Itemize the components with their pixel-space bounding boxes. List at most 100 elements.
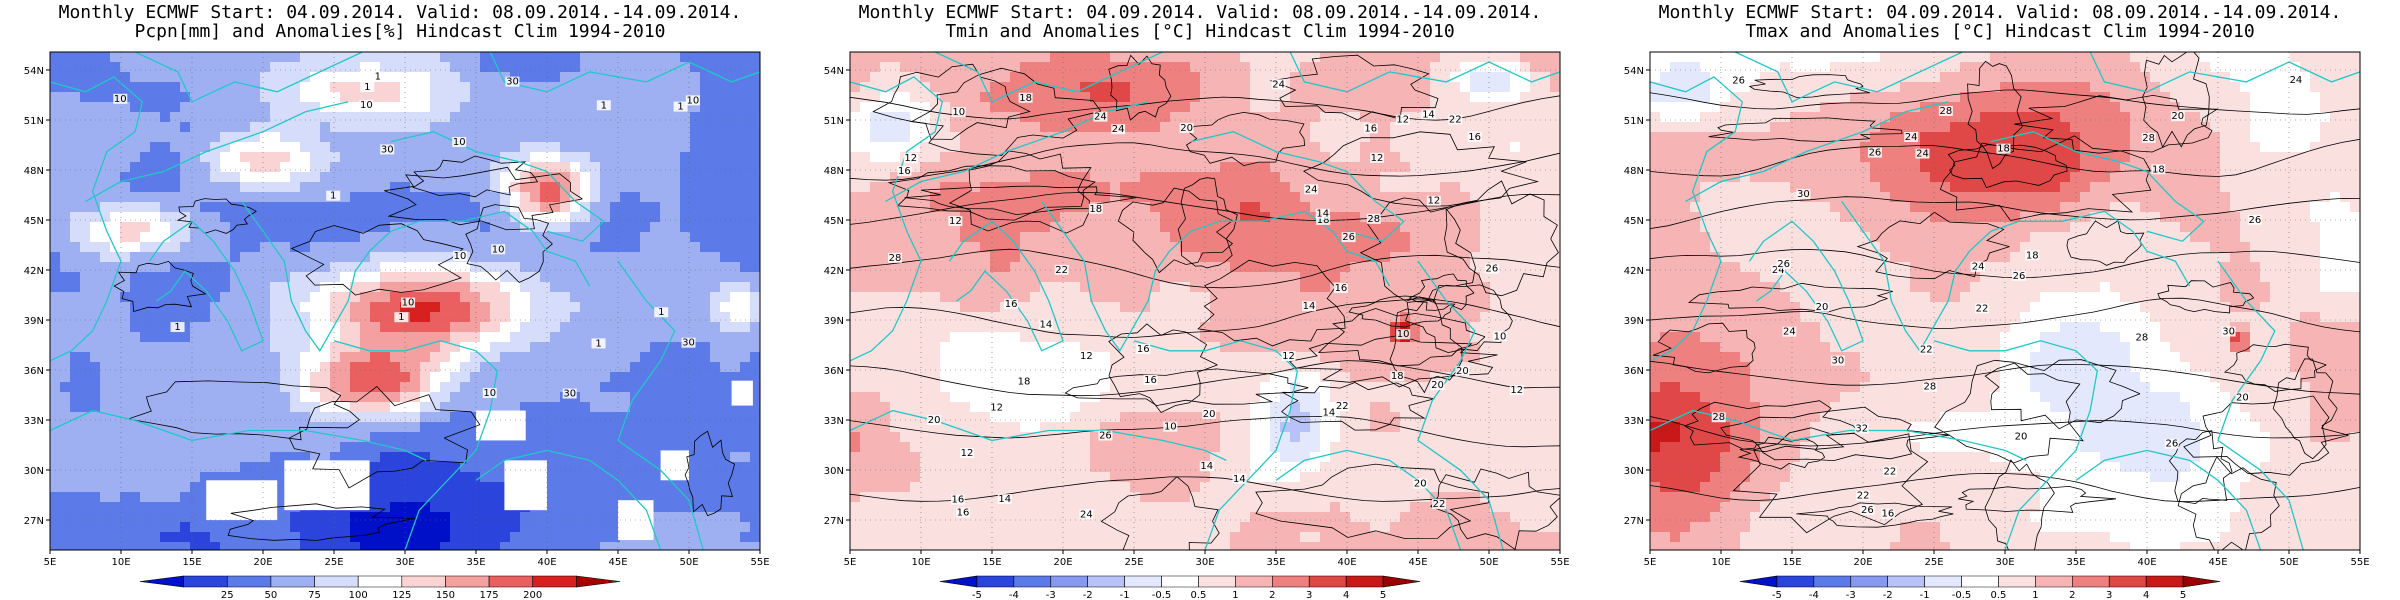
contour-label-bg: [1396, 329, 1411, 340]
colorbar-tick-label: -2: [1883, 590, 1893, 600]
lon-tick-label: 25E: [1924, 557, 1943, 568]
lon-tick-label: 45E: [1408, 557, 1427, 568]
lat-tick-label: 36N: [824, 366, 844, 377]
contour-label: 28: [1924, 382, 1937, 393]
contour-label-bg: [170, 322, 185, 333]
tmax-map: 2018182224262022202422242628262426283026…: [1624, 51, 2370, 600]
lon-tick-label: 20E: [253, 557, 272, 568]
contour-label: 22: [1449, 114, 1462, 125]
colorbar-tick-label: 3: [1306, 590, 1312, 600]
contour-line: [948, 150, 1092, 234]
lat-tick-label: 42N: [824, 266, 844, 277]
lat-tick-label: 27N: [24, 516, 44, 527]
lon-tick-label: 15E: [1782, 557, 1801, 568]
contour-label-bg: [1179, 122, 1194, 133]
contour-line: [1100, 476, 1220, 550]
contour-label-bg: [1016, 376, 1031, 387]
contour-line: [1688, 282, 1893, 313]
colorbar-swatch: [270, 575, 315, 588]
contour-label: 18: [2152, 164, 2165, 175]
contour-label-bg: [1814, 301, 1829, 312]
contour-label: 18: [1019, 93, 1032, 104]
coastline: [1990, 131, 2205, 242]
contour-line: [1108, 54, 1172, 121]
contour-label-bg: [951, 107, 966, 118]
contour-label-bg: [1996, 143, 2011, 154]
contour-line: [1444, 180, 1559, 297]
colorbar-tick-label: 75: [308, 590, 321, 600]
lat-tick-label: 27N: [824, 516, 844, 527]
contour-label: 10: [454, 251, 467, 262]
contour-line: [2066, 220, 2145, 266]
contour-label-bg: [453, 250, 468, 261]
coastline: [85, 101, 349, 202]
contour-label: 14: [1303, 301, 1316, 312]
colorbar-swatch: [1198, 575, 1236, 588]
colorbar-tick-label: -1: [1920, 590, 1930, 600]
contour-label: 26: [1099, 431, 1112, 442]
contour-label: 22: [1920, 344, 1933, 355]
contour-line: [850, 416, 1560, 448]
coastline: [1041, 201, 1391, 353]
contour-label-bg: [1882, 466, 1897, 477]
contour-label-bg: [452, 137, 467, 148]
contour-label: 30: [1831, 356, 1844, 367]
contour-line: [1650, 89, 2360, 115]
contour-label: 30: [682, 338, 695, 349]
contour-label-bg: [956, 507, 971, 518]
colorbar-swatch: [1998, 575, 2036, 588]
contour-label-bg: [2134, 332, 2149, 343]
contour-label-bg: [1421, 109, 1436, 120]
coastline: [1933, 340, 2099, 550]
contour-label: 22: [1433, 499, 1446, 510]
colorbar-swatch: [183, 575, 228, 588]
lat-tick-label: 54N: [824, 66, 844, 77]
missing-data-patch: [206, 480, 278, 521]
contour-label: 20: [1203, 409, 1216, 420]
contour-label: 26: [1869, 148, 1882, 159]
contour-label: 28: [1939, 106, 1952, 117]
colorbar-tick-label: 4: [1343, 590, 1349, 600]
contour-label: 22: [1857, 491, 1870, 502]
lon-tick-label: 35E: [1266, 557, 1285, 568]
contour-line: [2168, 430, 2233, 505]
contour-label: 1: [375, 72, 381, 83]
contour-label-bg: [1915, 148, 1930, 159]
contour-label: 1: [364, 82, 370, 93]
coastline: [948, 220, 1064, 352]
lat-tick-label: 30N: [24, 466, 44, 477]
contour-label: 14: [1422, 109, 1435, 120]
colorbar-tick-label: 50: [265, 590, 278, 600]
contour-label-bg: [1018, 92, 1033, 103]
contour-line: [1177, 177, 1238, 269]
contour-label-bg: [1509, 385, 1524, 396]
contour-label-bg: [685, 95, 700, 106]
precip-anomaly-panel: Monthly ECMWF Start: 04.09.2014. Valid: …: [0, 0, 800, 600]
contour-label-bg: [1426, 195, 1441, 206]
lon-tick-label: 35E: [466, 557, 485, 568]
contour-label-bg: [2221, 326, 2236, 337]
contour-label-bg: [950, 494, 965, 505]
colorbar-swatch: [1813, 575, 1852, 588]
contour-label: 1: [330, 191, 336, 202]
contour-line: [1064, 368, 1309, 407]
contour-line: [288, 385, 481, 489]
panel-title-line2: Pcpn[mm] and Anomalies[%] Hindcast Clim …: [134, 21, 666, 42]
contour-label-bg: [596, 100, 611, 111]
contour-label: 1: [398, 312, 404, 323]
contour-label: 14: [1316, 209, 1329, 220]
contour-label-bg: [401, 297, 416, 308]
contour-label: 30: [506, 77, 519, 88]
lon-tick-label: 40E: [537, 557, 556, 568]
contour-line: [113, 260, 207, 313]
contour-label-bg: [370, 71, 385, 82]
anomaly-field: 1212101012121414161216161812141416161422…: [850, 52, 1560, 550]
contour-label-bg: [1448, 114, 1463, 125]
lon-tick-label: 55E: [1550, 557, 1569, 568]
lon-tick-label: 5E: [1644, 557, 1657, 568]
contour-label-bg: [903, 153, 918, 164]
lat-tick-label: 33N: [1624, 416, 1644, 427]
contour-label: 24: [1972, 261, 1985, 272]
contour-label-bg: [2247, 214, 2262, 225]
contour-line: [2272, 358, 2338, 460]
